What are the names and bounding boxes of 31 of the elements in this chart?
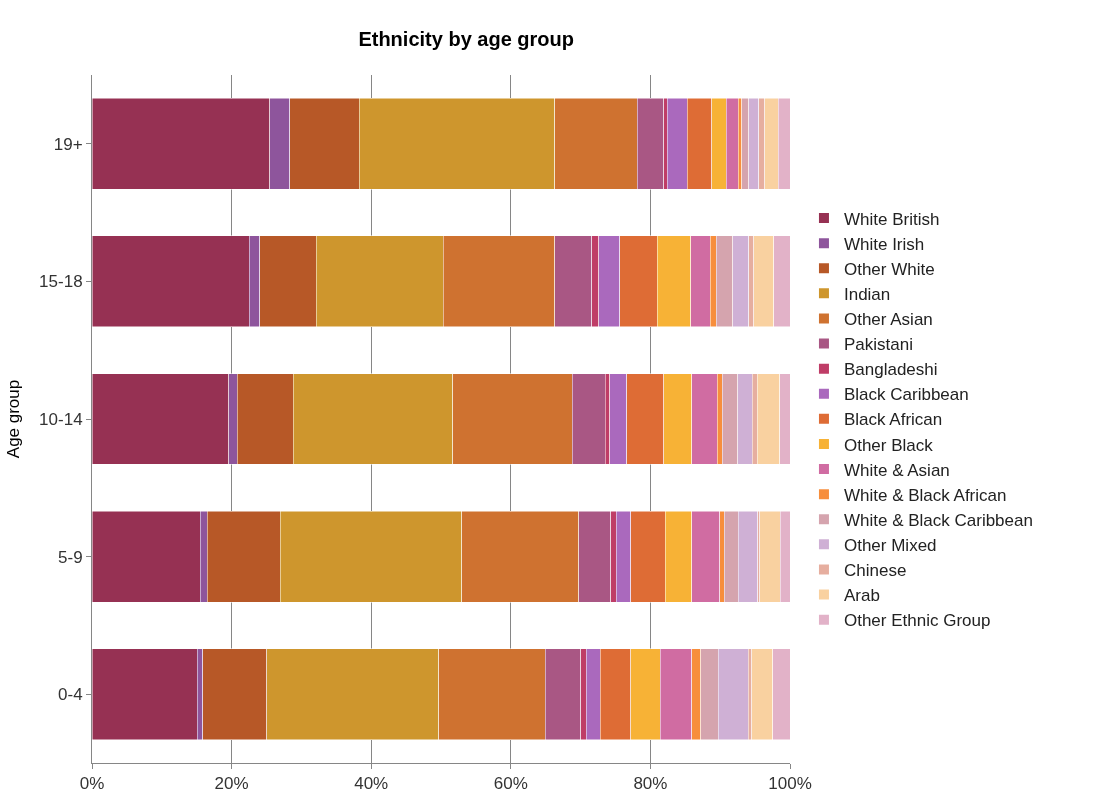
y-tick-label: 5-9 [58,547,83,567]
chart-title: Ethnicity by age group [358,28,574,51]
x-tick-label: 20% [214,774,249,794]
x-tick-label: 40% [354,774,389,794]
x-tick-label: 0% [79,774,105,794]
y-tick-label: 0-4 [58,685,83,705]
x-tick-label: 80% [633,774,668,794]
legend-label: Chinese [843,561,907,581]
legend-label: Other Mixed [843,535,937,555]
legend-label: White & Asian [843,460,950,480]
legend-label: Other Asian [843,310,933,330]
y-tick-label: 19+ [53,134,83,154]
y-tick-label: 10-14 [39,409,83,429]
legend-label: White British [843,209,940,229]
x-tick-label: 60% [493,774,528,794]
legend-label: Black Caribbean [843,385,969,405]
bar [92,648,198,740]
legend-label: Bangladeshi [843,360,938,380]
x-tick-label: 100% [768,774,812,794]
legend-label: Other Ethnic Group [843,611,991,631]
legend-label: Other Black [843,435,934,455]
legend-label: Pakistani [843,335,913,355]
legend-label: Black African [843,410,943,430]
legend-label: White & Black African [843,485,1007,505]
legend-label: White & Black Caribbean [843,510,1033,530]
y-axis-title: Age group [3,379,23,459]
legend-label: Other White [843,259,935,279]
legend-label: Indian [843,284,891,304]
legend-label: White Irish [843,234,925,254]
legend-label: Arab [843,586,880,606]
y-tick-label: 15-18 [39,272,83,292]
